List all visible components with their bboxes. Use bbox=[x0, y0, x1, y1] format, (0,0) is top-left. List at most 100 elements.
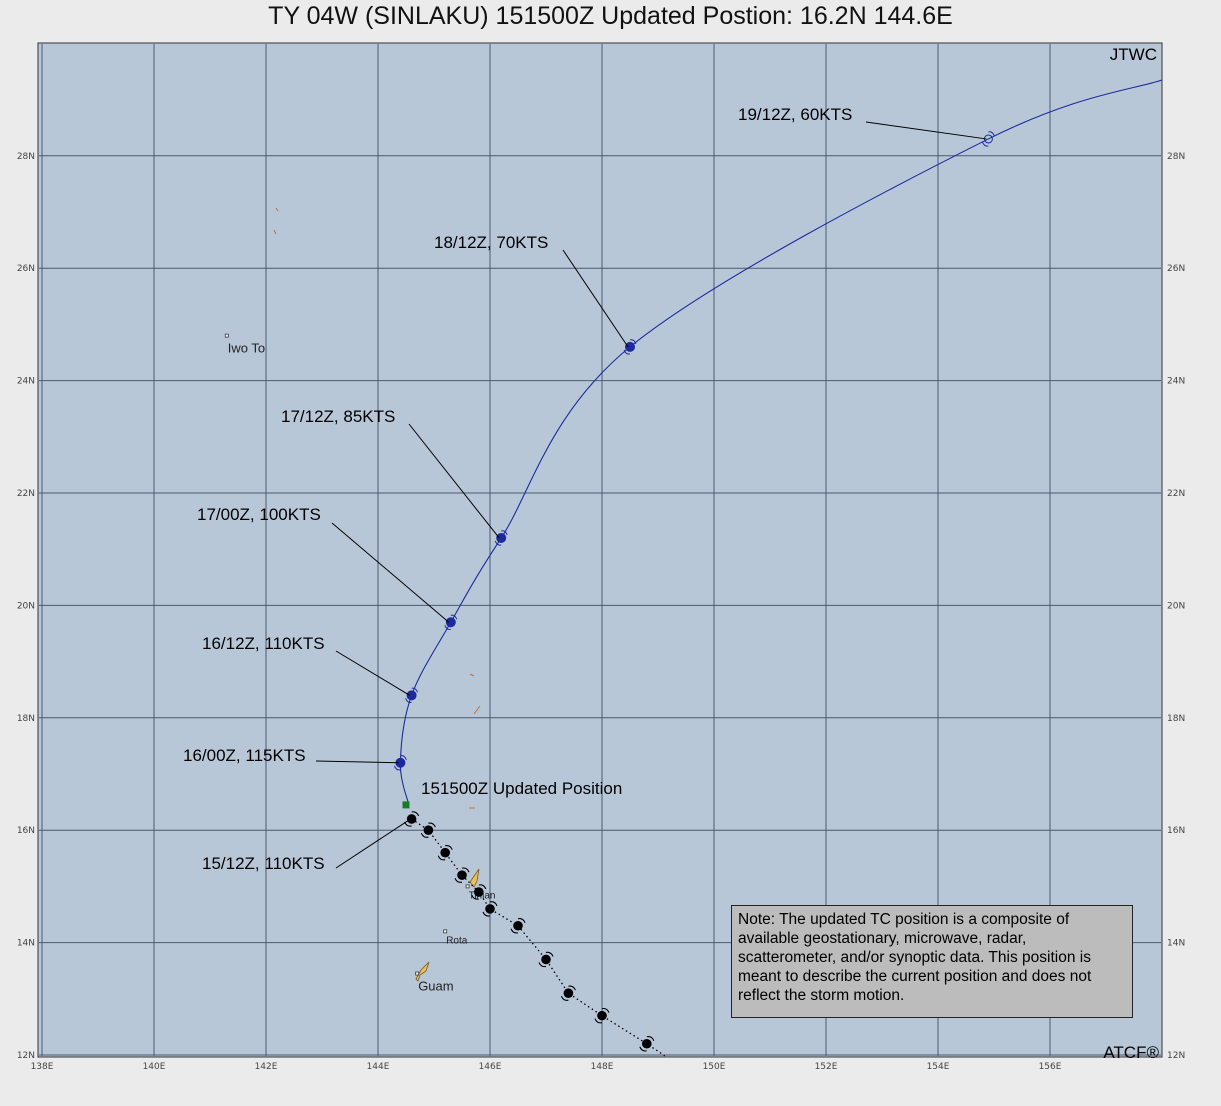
lat-tick-label-right: 16N bbox=[1167, 826, 1185, 836]
forecast-leader-line bbox=[562, 249, 629, 348]
guam-island bbox=[415, 961, 430, 982]
lat-tick-label-right: 14N bbox=[1167, 939, 1185, 949]
island-sliver bbox=[273, 229, 277, 235]
lon-tick-label: 152E bbox=[815, 1062, 838, 1072]
lon-tick-label: 140E bbox=[143, 1062, 166, 1072]
place-marker bbox=[415, 971, 420, 976]
jtwc-label: JTWC bbox=[1110, 45, 1157, 64]
past-track-point bbox=[642, 1038, 652, 1049]
past-track-point bbox=[423, 825, 434, 835]
forecast-glyph bbox=[405, 687, 419, 703]
forecast-glyph bbox=[393, 755, 407, 771]
past-track-point bbox=[485, 904, 495, 914]
island-sliver bbox=[469, 673, 475, 677]
grid-lines: 138E 140E 142E 144E 146E 148E 150E 152E 154E 156E… bbox=[17, 44, 1185, 1072]
place-label: Iwo To bbox=[228, 341, 265, 356]
place-marker bbox=[443, 929, 448, 934]
updated-position-marker bbox=[402, 801, 410, 809]
forecast-track-line bbox=[399, 79, 1163, 806]
past-track-glyph bbox=[437, 844, 453, 861]
past-track-glyph bbox=[471, 884, 487, 900]
island-sliver bbox=[473, 705, 481, 715]
forecast-point bbox=[625, 341, 635, 352]
past-track bbox=[404, 811, 666, 1057]
forecast-label: 16/12Z, 110KTS bbox=[202, 634, 325, 653]
past-track-glyph bbox=[538, 951, 554, 968]
lat-tick-label-right: 20N bbox=[1167, 601, 1185, 611]
forecast-leader-line bbox=[315, 760, 399, 764]
lat-tick-label-left: 14N bbox=[17, 939, 35, 949]
past-track-point bbox=[563, 988, 574, 998]
forecast-point bbox=[406, 690, 417, 701]
lon-tick-label: 144E bbox=[367, 1062, 390, 1072]
current-forecast-leader-line bbox=[335, 820, 408, 869]
note-box: Note: The updated TC position is a compo… bbox=[731, 905, 1133, 1018]
forecast-labels: 16/00Z, 115KTS 16/12Z, 110KTS 17/00Z, 100K… bbox=[183, 105, 987, 873]
past-track-point bbox=[457, 870, 467, 880]
forecast-point bbox=[445, 617, 456, 628]
past-track-glyph bbox=[510, 918, 526, 934]
forecast-label: 18/12Z, 70KTS bbox=[434, 233, 548, 252]
past-track-glyph bbox=[594, 1007, 610, 1024]
lon-tick-label: 154E bbox=[927, 1062, 950, 1072]
map-ocean bbox=[37, 42, 1163, 1058]
forecast-leader-line bbox=[865, 121, 987, 140]
forecast-point bbox=[496, 532, 507, 543]
current-forecast-label: 15/12Z, 110KTS bbox=[202, 854, 325, 873]
forecast-leader-line bbox=[335, 650, 410, 696]
lat-tick-label-left: 18N bbox=[17, 714, 35, 724]
lon-tick-label: 138E bbox=[31, 1062, 54, 1072]
place-label: Tinian bbox=[469, 890, 496, 901]
lat-tick-label-right: 26N bbox=[1167, 264, 1185, 274]
lon-tick-label: 146E bbox=[479, 1062, 502, 1072]
past-track-glyph bbox=[482, 901, 498, 917]
place-label: Guam bbox=[418, 979, 453, 994]
forecast-leader-line bbox=[408, 423, 500, 539]
forecast-leader-line bbox=[331, 522, 450, 623]
lon-tick-label: 156E bbox=[1039, 1062, 1062, 1072]
lat-tick-label-right: 12N bbox=[1167, 1051, 1185, 1061]
lon-tick-label: 148E bbox=[591, 1062, 614, 1072]
place-label: Rota bbox=[446, 935, 468, 946]
past-track-point bbox=[541, 954, 551, 965]
place-labels: Iwo To Tinian Rota Guam bbox=[224, 333, 496, 994]
past-track-point bbox=[597, 1010, 607, 1021]
lat-tick-label-left: 16N bbox=[17, 826, 35, 836]
lat-tick-label-right: 22N bbox=[1167, 489, 1185, 499]
forecast-track bbox=[393, 79, 1163, 809]
place-marker bbox=[224, 333, 229, 338]
past-track-point bbox=[513, 920, 523, 931]
forecast-glyph bbox=[623, 339, 637, 355]
lat-tick-label-right: 24N bbox=[1167, 377, 1185, 387]
past-track-glyph bbox=[560, 985, 576, 1001]
lon-tick-label: 150E bbox=[703, 1062, 726, 1072]
forecast-glyph bbox=[981, 131, 995, 147]
place-marker bbox=[465, 884, 470, 889]
lat-tick-label-left: 22N bbox=[17, 489, 35, 499]
updated-position-label: 151500Z Updated Position bbox=[421, 779, 622, 798]
forecast-label: 16/00Z, 115KTS bbox=[183, 746, 306, 765]
forecast-label: 17/12Z, 85KTS bbox=[281, 407, 395, 426]
past-track-glyph bbox=[454, 867, 470, 883]
past-track-glyph bbox=[420, 822, 436, 838]
map-title: TY 04W (SINLAKU) 151500Z Updated Postion… bbox=[268, 2, 953, 30]
past-track-point bbox=[406, 814, 417, 824]
past-track-point bbox=[440, 847, 451, 858]
lat-tick-label-left: 20N bbox=[17, 601, 35, 611]
lon-tick-label: 142E bbox=[255, 1062, 278, 1072]
lat-tick-label-left: 12N bbox=[17, 1051, 35, 1061]
lat-tick-label-left: 28N bbox=[17, 152, 35, 162]
forecast-glyph bbox=[444, 614, 458, 630]
lat-tick-label-left: 24N bbox=[17, 377, 35, 387]
past-track-point bbox=[474, 887, 484, 897]
forecast-glyph bbox=[494, 530, 508, 546]
forecast-label: 19/12Z, 60KTS bbox=[738, 105, 852, 124]
lat-tick-label-left: 26N bbox=[17, 264, 35, 274]
lat-tick-label-right: 18N bbox=[1167, 714, 1185, 724]
past-track-glyph bbox=[639, 1036, 655, 1052]
island-sliver bbox=[275, 207, 279, 212]
land-features bbox=[273, 207, 481, 982]
lat-tick-label-right: 28N bbox=[1167, 152, 1185, 162]
forecast-label: 17/00Z, 100KTS bbox=[197, 505, 321, 524]
